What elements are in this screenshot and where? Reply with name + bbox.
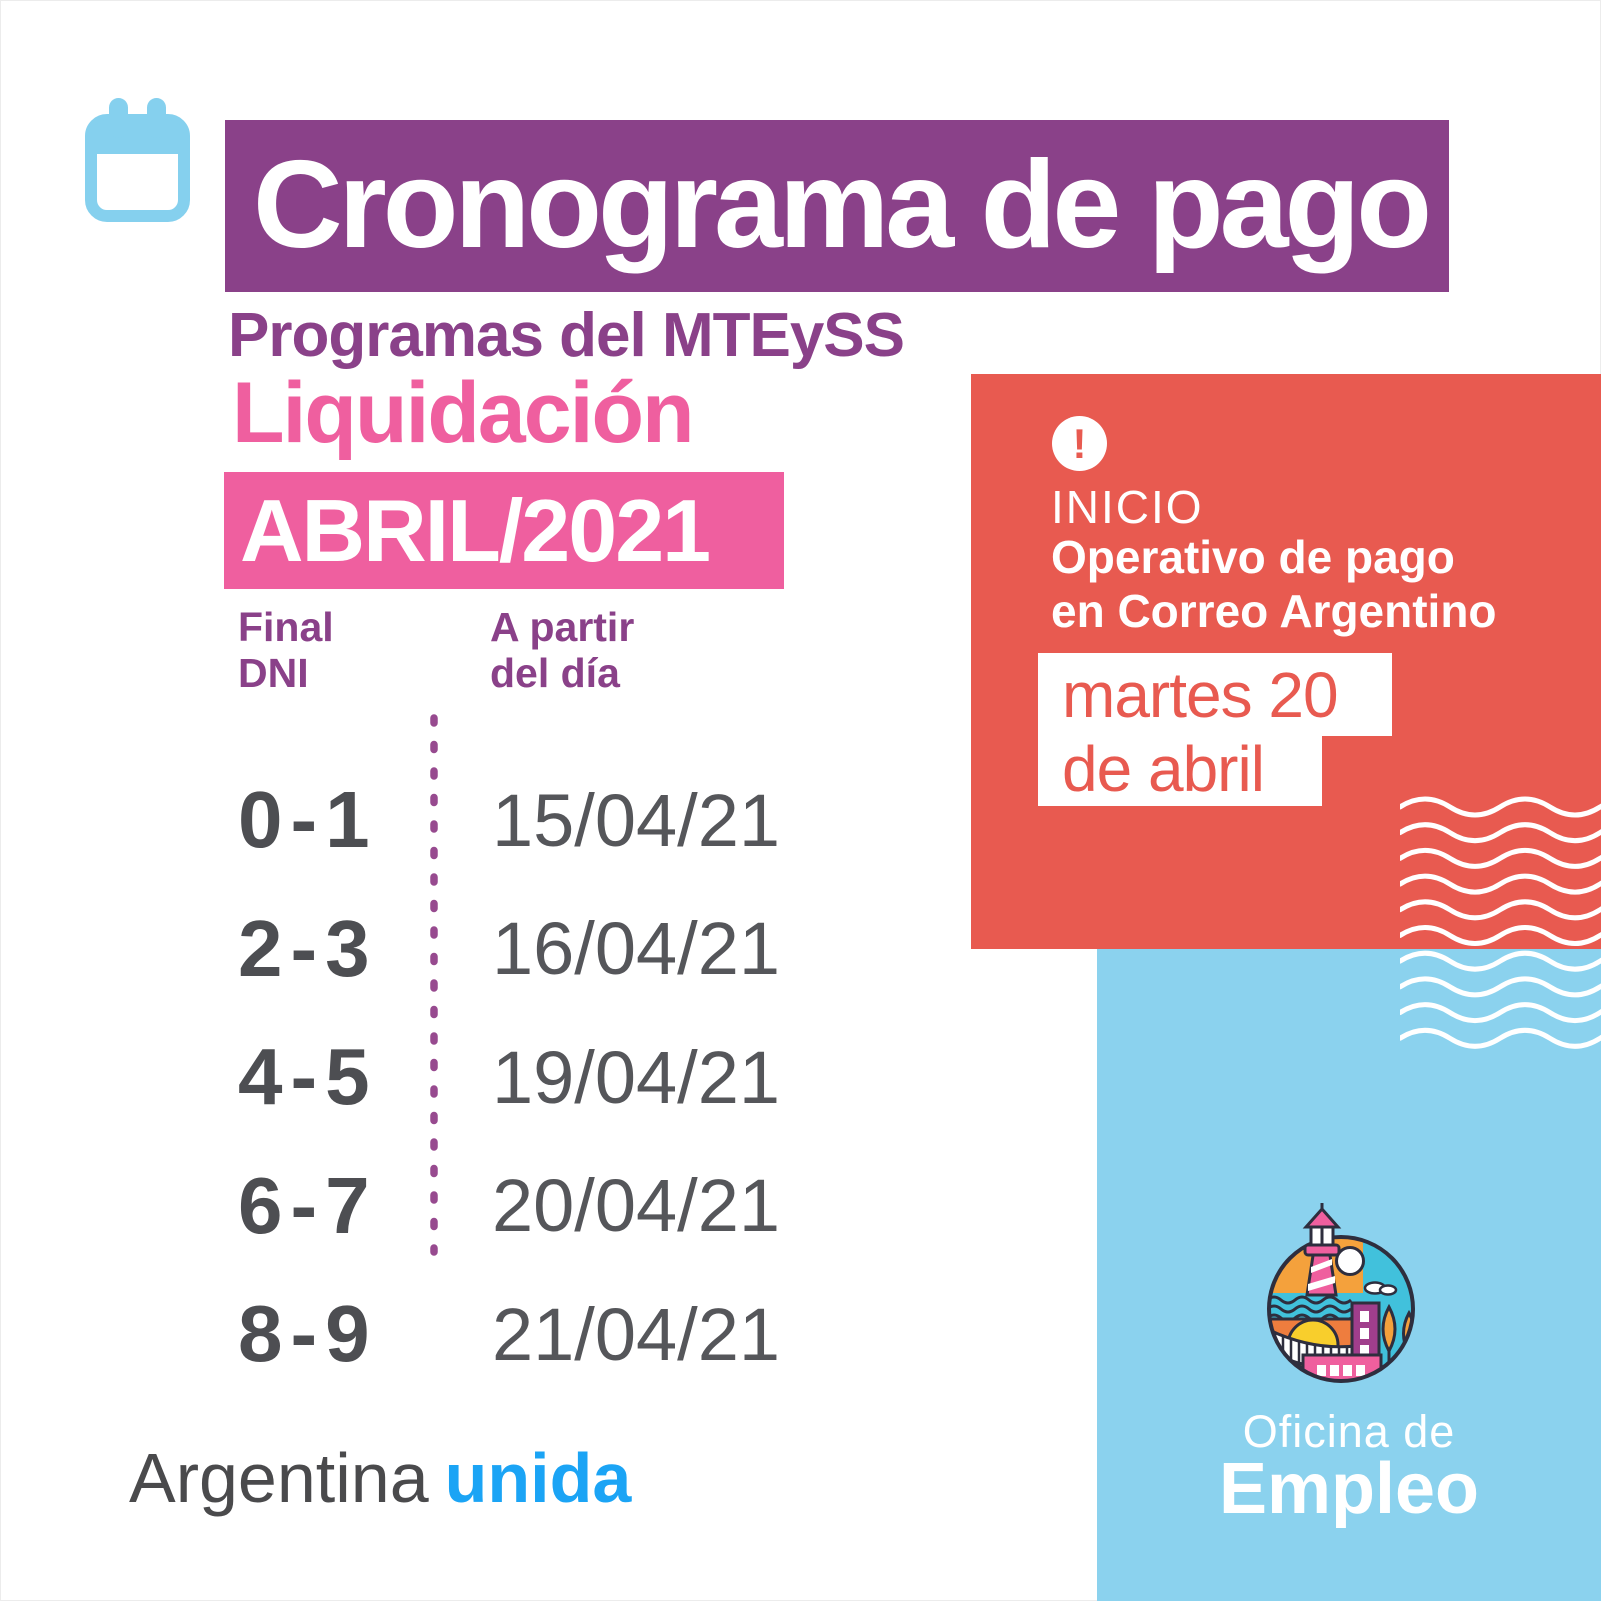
dni-cell: 8-9 bbox=[238, 1289, 378, 1379]
liquidacion-label: Liquidación bbox=[232, 365, 695, 461]
page-title: Cronograma de pago bbox=[225, 120, 1449, 292]
table-row: 2-3 16/04/21 bbox=[238, 885, 878, 1014]
date-cell: 19/04/21 bbox=[492, 1035, 781, 1119]
highlight-box bbox=[1038, 653, 1392, 736]
argentina-unida-logo: Argentina unida bbox=[129, 1438, 631, 1518]
oficina-empleo-logo bbox=[1261, 1201, 1421, 1389]
column-header-final-dni: Final DNI bbox=[238, 604, 334, 696]
dotted-separator bbox=[430, 712, 438, 1257]
office-label-line1: Oficina de bbox=[1242, 1406, 1456, 1457]
table-row: 0-1 15/04/21 bbox=[238, 756, 878, 885]
office-label-line2: Empleo bbox=[1218, 1449, 1480, 1529]
table-row: 4-5 19/04/21 bbox=[238, 1013, 878, 1142]
waves-icon bbox=[1397, 795, 1601, 1055]
dni-cell: 6-7 bbox=[238, 1160, 378, 1250]
date-cell: 15/04/21 bbox=[492, 778, 781, 862]
notice-body: Operativo de pago en Correo Argentino bbox=[1051, 531, 1497, 637]
schedule-table: 0-1 15/04/21 2-3 16/04/21 4-5 19/04/21 6… bbox=[238, 756, 878, 1399]
dni-cell: 4-5 bbox=[238, 1032, 378, 1122]
liquidacion-period: ABRIL/2021 bbox=[224, 472, 784, 589]
page-subtitle: Programas del MTEySS bbox=[228, 301, 905, 370]
date-cell: 16/04/21 bbox=[492, 907, 781, 991]
notice-kicker: INICIO bbox=[1051, 481, 1204, 533]
dni-cell: 0-1 bbox=[238, 775, 378, 865]
brand-word-argentina: Argentina bbox=[129, 1439, 429, 1517]
highlight-box bbox=[1038, 736, 1322, 806]
table-row: 8-9 21/04/21 bbox=[238, 1270, 878, 1399]
brand-word-unida: unida bbox=[444, 1439, 632, 1517]
highlight-date: martes 20 de abril bbox=[1062, 659, 1339, 805]
column-header-a-partir: A partir del día bbox=[490, 604, 635, 696]
calendar-icon bbox=[85, 98, 190, 222]
date-cell: 20/04/21 bbox=[492, 1164, 781, 1248]
date-cell: 21/04/21 bbox=[492, 1292, 781, 1376]
dni-cell: 2-3 bbox=[238, 903, 378, 993]
table-row: 6-7 20/04/21 bbox=[238, 1142, 878, 1271]
exclamation-icon: ! bbox=[1052, 416, 1107, 471]
